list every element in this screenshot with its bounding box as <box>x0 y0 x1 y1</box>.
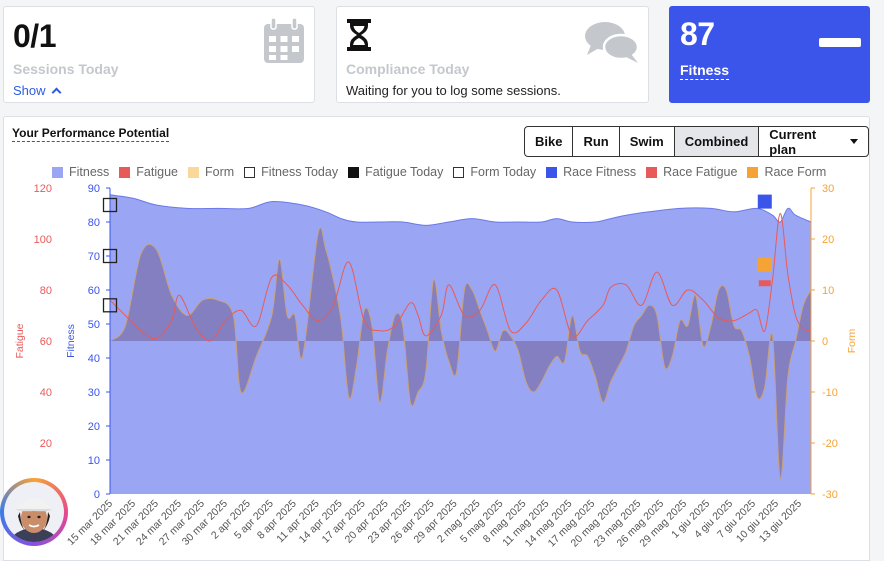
fatigue-axis-tick-label: 20 <box>40 438 52 450</box>
legend-item-fitness-today[interactable]: Fitness Today <box>244 165 338 179</box>
coach-avatar-icon <box>4 482 64 542</box>
form-area <box>110 227 811 480</box>
legend-swatch <box>348 166 360 178</box>
form-today-marker <box>102 298 118 313</box>
sessions-today-card: 0/1 Sessions Today Show <box>3 6 315 103</box>
fitness-line <box>109 194 812 226</box>
form-axis-tick-label: -10 <box>822 387 838 399</box>
fatigue-axis-tick-label: 80 <box>40 285 52 297</box>
hourglass-icon <box>347 19 371 51</box>
legend-swatch <box>453 166 465 178</box>
form-axis-tick-label: 0 <box>822 336 828 348</box>
race-fatigue-marker <box>758 280 771 287</box>
legend-item-form[interactable]: Form <box>188 165 234 179</box>
form-axis-tick-label: -20 <box>822 438 838 450</box>
legend-item-fatigue[interactable]: Fatigue <box>119 165 178 179</box>
legend-swatch <box>119 166 131 178</box>
compliance-today-card: Compliance Today Waiting for you to log … <box>336 6 649 103</box>
fitness-card[interactable]: 87 Fitness <box>669 6 870 103</box>
legend-swatch <box>646 166 658 178</box>
minus-icon <box>819 38 861 47</box>
legend-swatch <box>188 166 199 178</box>
legend-item-race-fatigue[interactable]: Race Fatigue <box>646 165 737 179</box>
legend-swatch <box>52 166 63 178</box>
chart-title: Your Performance Potential <box>12 126 170 142</box>
chart-markers <box>102 194 772 313</box>
show-link[interactable]: Show <box>13 83 62 98</box>
compliance-today-label: Compliance Today <box>346 61 470 77</box>
form-axis-tick-label: 20 <box>822 234 834 246</box>
swim-button[interactable]: Swim <box>618 126 675 157</box>
form-axis-tick-label: 10 <box>822 285 834 297</box>
fitness-axis-tick-label: 50 <box>88 319 100 331</box>
legend-swatch <box>747 166 759 178</box>
form-line <box>109 227 812 480</box>
fatigue-axis-tick-label: 60 <box>40 336 52 348</box>
fitness-axis-tick-label: 0 <box>94 489 100 501</box>
fitness-axis-tick-label: 80 <box>88 217 100 229</box>
race-form-marker <box>757 257 772 272</box>
form-axis-tick-label: -30 <box>822 489 838 501</box>
legend-label: Fitness Today <box>261 165 339 179</box>
fitness-axis-tick-label: 60 <box>88 285 100 297</box>
fitness-axis-tick-label: 40 <box>88 353 100 365</box>
sessions-today-value: 0/1 <box>13 18 56 54</box>
fitness-axis-title: Fitness <box>65 324 77 358</box>
calendar-icon <box>264 17 304 63</box>
fitness-axis-tick-label: 20 <box>88 421 100 433</box>
legend-label: Fitness <box>69 165 110 179</box>
chart-legend: Fitness Fatigue Form Fitness Today Fatigue T… <box>52 165 836 179</box>
legend-label: Race Fitness <box>563 165 637 179</box>
legend-swatch <box>244 166 256 178</box>
legend-label: Race Fatigue <box>663 165 738 179</box>
legend-item-race-form[interactable]: Race Form <box>747 165 826 179</box>
legend-item-fatigue-today[interactable]: Fatigue Today <box>348 165 443 179</box>
legend-label: Fatigue Today <box>365 165 444 179</box>
form-axis-tick-label: 30 <box>822 183 834 195</box>
fitness-axis-tick-label: 90 <box>88 183 100 195</box>
run-button[interactable]: Run <box>572 126 620 157</box>
fitness-label: Fitness <box>680 62 730 80</box>
fitness-area <box>110 194 811 495</box>
bike-button[interactable]: Bike <box>524 126 574 157</box>
race-fitness-marker <box>757 194 772 209</box>
fatigue-axis-tick-label: 100 <box>34 234 52 246</box>
fatigue-axis-title: Fatigue <box>14 323 26 358</box>
avatar[interactable] <box>0 478 68 546</box>
caret-down-icon <box>850 139 858 144</box>
chat-bubbles-icon <box>585 22 640 63</box>
fatigue-series <box>109 212 812 342</box>
fitness-axis-tick-label: 30 <box>88 387 100 399</box>
compliance-message: Waiting for you to log some sessions. <box>346 83 561 98</box>
legend-label: Fatigue <box>136 165 178 179</box>
legend-label: Form Today <box>470 165 537 179</box>
fitness-today-marker <box>102 197 118 213</box>
fitness-series <box>109 194 812 495</box>
fitness-value: 87 <box>680 16 715 52</box>
fatigue-today-marker <box>102 248 118 264</box>
legend-item-race-fitness[interactable]: Race Fitness <box>546 165 636 179</box>
legend-swatch <box>546 166 558 178</box>
form-axis-title: Form <box>846 329 858 354</box>
combined-button[interactable]: Combined <box>673 126 760 157</box>
legend-label: Form <box>205 165 235 179</box>
fatigue-line <box>109 212 812 342</box>
fatigue-axis-tick-label: 120 <box>34 183 52 195</box>
legend-label: Race Form <box>764 165 827 179</box>
current-plan-dropdown[interactable]: Current plan <box>758 126 869 157</box>
sessions-today-label: Sessions Today <box>13 61 119 77</box>
fitness-axis-tick-label: 10 <box>88 455 100 467</box>
sport-toggle-group: Bike Run Swim Combined Current plan <box>524 126 869 157</box>
fitness-axis-tick-label: 70 <box>88 251 100 263</box>
legend-item-form-today[interactable]: Form Today <box>453 165 536 179</box>
fatigue-axis-tick-label: 40 <box>40 387 52 399</box>
form-series <box>109 227 812 480</box>
legend-item-fitness[interactable]: Fitness <box>52 165 109 179</box>
